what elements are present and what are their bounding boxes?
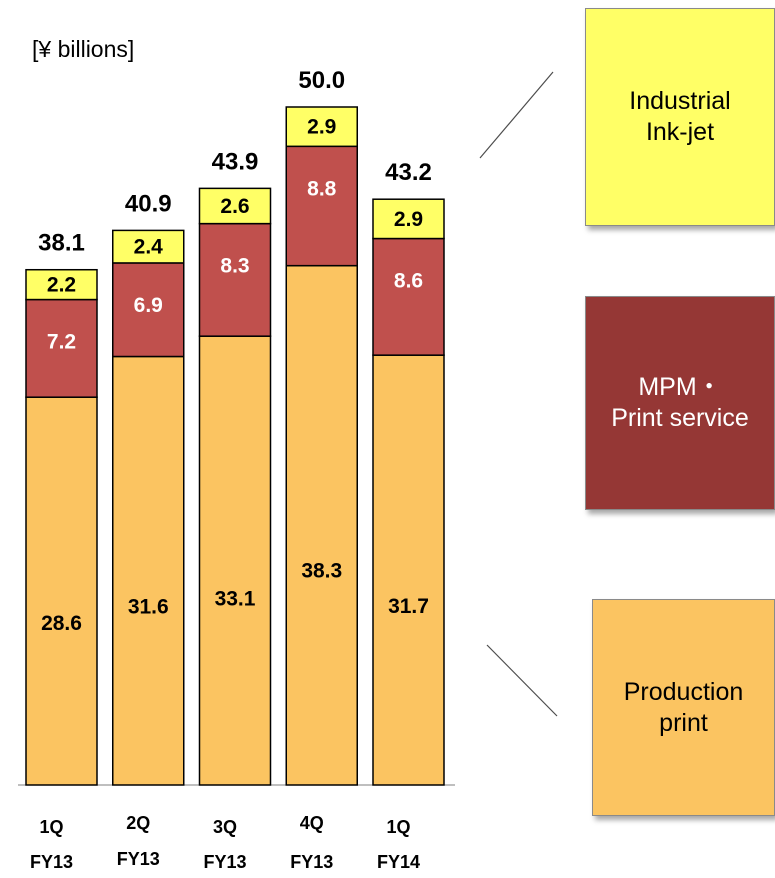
data-label-mpm-print-service: 6.9 <box>134 294 163 317</box>
legend-production-print: Production print <box>592 599 775 816</box>
legend-label-line: MPM・ <box>638 373 722 401</box>
x-tick-label: FY13 <box>117 849 160 869</box>
x-tick-label: 4Q <box>300 813 324 833</box>
bar-segment-mpm-print-service <box>198 222 272 337</box>
bar-segment-mpm-print-service <box>112 262 185 358</box>
data-label-mpm-print-service: 8.6 <box>394 270 423 293</box>
legend-label-line: Industrial <box>629 87 731 115</box>
bar-segment-industrial-inkjet <box>285 106 358 148</box>
data-label-industrial-inkjet: 2.4 <box>134 236 164 259</box>
data-label-industrial-inkjet: 2.9 <box>394 208 423 231</box>
bar-segment-production-print <box>372 354 445 786</box>
data-label-industrial-inkjet: 2.2 <box>47 274 76 297</box>
bar-segment-mpm-print-service <box>285 145 358 267</box>
x-tick-label: FY13 <box>203 852 246 872</box>
bar-segment-industrial-inkjet <box>112 229 185 264</box>
data-label-production-print: 31.7 <box>388 595 429 618</box>
x-tick-label: FY13 <box>30 852 73 872</box>
x-tick-label: 3Q <box>213 817 237 837</box>
bar-segment-production-print <box>198 335 272 786</box>
x-tick-label: 1Q <box>386 817 410 837</box>
legend-connector-line <box>479 71 554 159</box>
legend-label-line: Production <box>623 677 744 706</box>
legend-industrial-inkjet: Industrial Ink-jet <box>585 8 775 226</box>
bar-segment-production-print <box>112 355 185 786</box>
legend-label-line: Ink-jet <box>645 118 715 146</box>
unit-label: [¥ billions] <box>32 36 135 62</box>
data-label-mpm-print-service: 8.3 <box>220 255 249 278</box>
legend-label-line: print <box>659 708 708 737</box>
data-label-production-print: 38.3 <box>301 559 342 582</box>
data-label-production-print: 28.6 <box>41 612 82 635</box>
total-label: 50.0 <box>298 67 345 94</box>
total-label: 43.2 <box>385 159 432 186</box>
x-tick-label: 1Q <box>39 817 63 837</box>
x-tick-label: 2Q <box>126 813 150 833</box>
x-tick-label: FY13 <box>290 852 333 872</box>
data-label-industrial-inkjet: 2.6 <box>220 195 249 218</box>
bar-segment-industrial-inkjet <box>25 268 98 301</box>
legend-connector-line <box>486 644 558 717</box>
total-label: 40.9 <box>125 190 172 217</box>
bar-segment-production-print <box>25 396 98 786</box>
x-tick-label: FY14 <box>377 852 420 872</box>
data-label-production-print: 31.6 <box>128 596 169 619</box>
bar-segment-mpm-print-service <box>372 237 445 356</box>
data-label-mpm-print-service: 7.2 <box>47 331 76 354</box>
data-label-mpm-print-service: 8.8 <box>307 177 337 200</box>
legend-mpm-print-service: MPM・ Print service <box>585 296 775 510</box>
bar-segment-industrial-inkjet <box>198 187 272 225</box>
data-label-industrial-inkjet: 2.9 <box>307 116 336 139</box>
bar-segment-industrial-inkjet <box>372 198 445 240</box>
total-label: 38.1 <box>38 230 85 257</box>
bar-segment-production-print <box>285 264 358 786</box>
total-label: 43.9 <box>212 148 259 175</box>
legend-label-line: Print service <box>611 404 749 432</box>
data-label-production-print: 33.1 <box>215 587 256 610</box>
